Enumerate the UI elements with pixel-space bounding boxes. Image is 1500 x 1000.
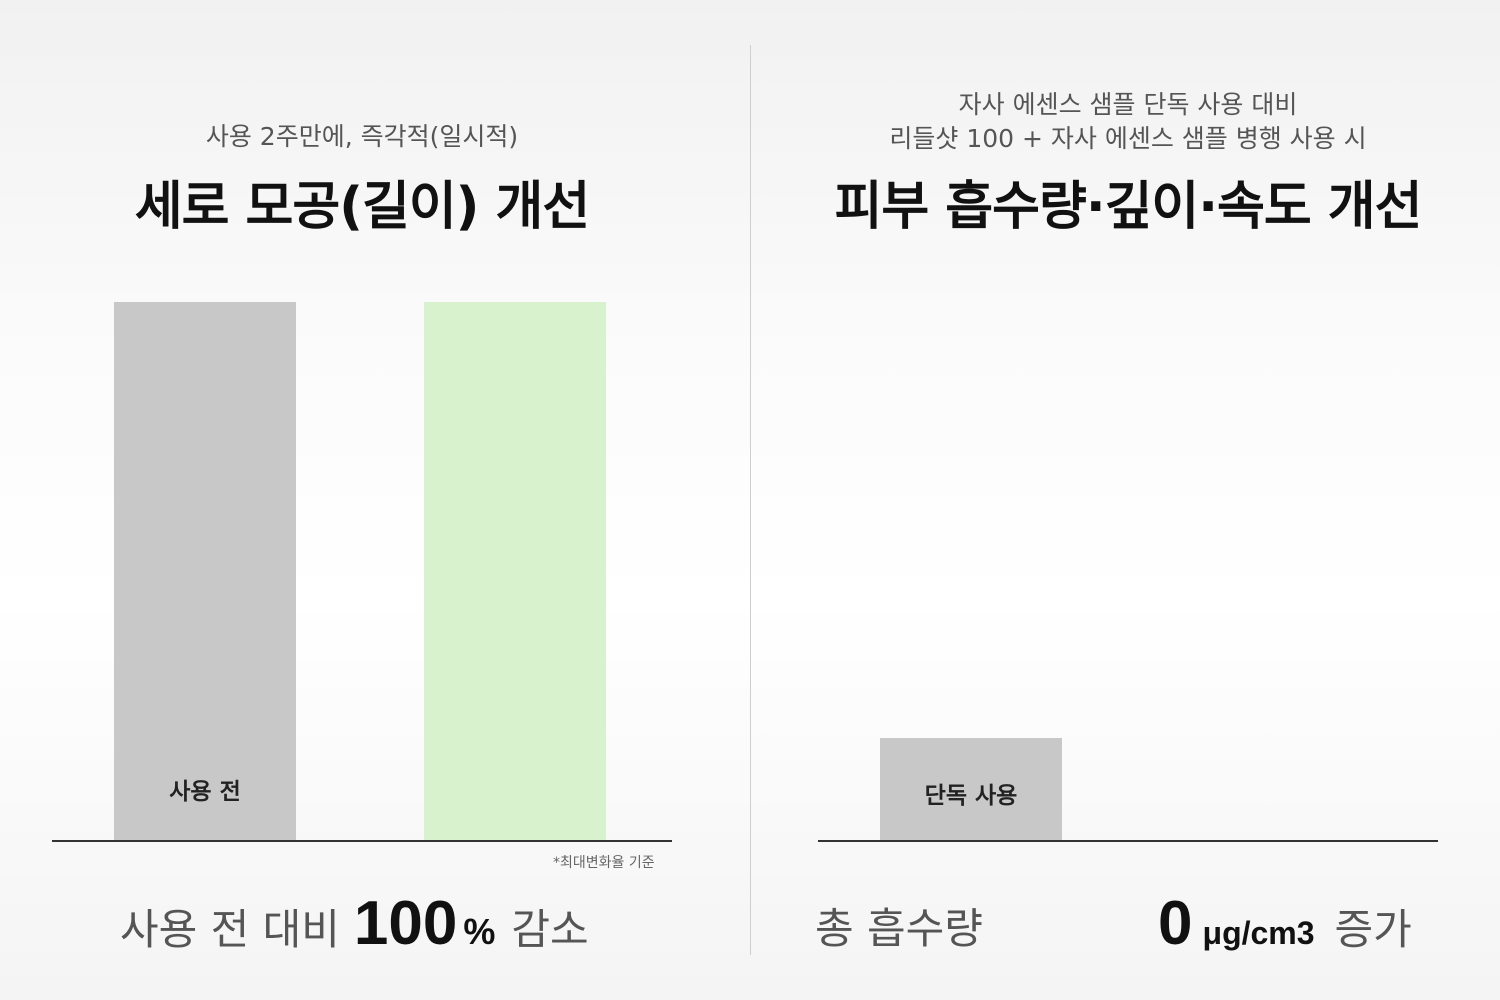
result-unit: μg/cm3: [1202, 915, 1315, 951]
right-result-label: 총 흡수량: [815, 895, 983, 956]
left-subtitle: 사용 2주만에, 즉각적(일시적): [205, 122, 519, 151]
result-value: 0: [1158, 889, 1193, 958]
result-unit: %: [463, 911, 496, 952]
bar-label: 단독 사용: [924, 783, 1018, 809]
left-result: 사용 전 대비 100 % 감소: [120, 888, 589, 959]
footnote: *최대변화율 기준: [553, 855, 655, 871]
bar-0-0: [114, 302, 296, 840]
result-suffix: 감소: [511, 905, 589, 954]
right-subtitle-line2: 리들샷 100 + 자사 에센스 샘플 병행 사용 시: [889, 124, 1367, 153]
left-baseline: [52, 840, 672, 842]
panel-divider: [750, 45, 751, 955]
result-prefix: 총 흡수량: [815, 904, 983, 953]
result-suffix: 증가: [1334, 905, 1412, 954]
right-title: 피부 흡수량·깊이·속도 개선: [834, 177, 1423, 237]
left-title: 세로 모공(길이) 개선: [134, 177, 590, 237]
bar-0-1: [424, 302, 606, 840]
bar-1-0: [880, 737, 1062, 840]
result-prefix: 사용 전 대비: [120, 905, 340, 954]
result-value: 100: [353, 889, 458, 958]
right-baseline: [818, 840, 1438, 842]
left-bar-chart: 사용 전: [52, 302, 672, 841]
right-result: 0 μg/cm3 증가: [1158, 888, 1412, 959]
right-bar-chart: 단독 사용: [818, 302, 1438, 841]
bar-label: 사용 전: [169, 779, 241, 805]
right-subtitle-line1: 자사 에센스 샘플 단독 사용 대비: [958, 90, 1298, 119]
